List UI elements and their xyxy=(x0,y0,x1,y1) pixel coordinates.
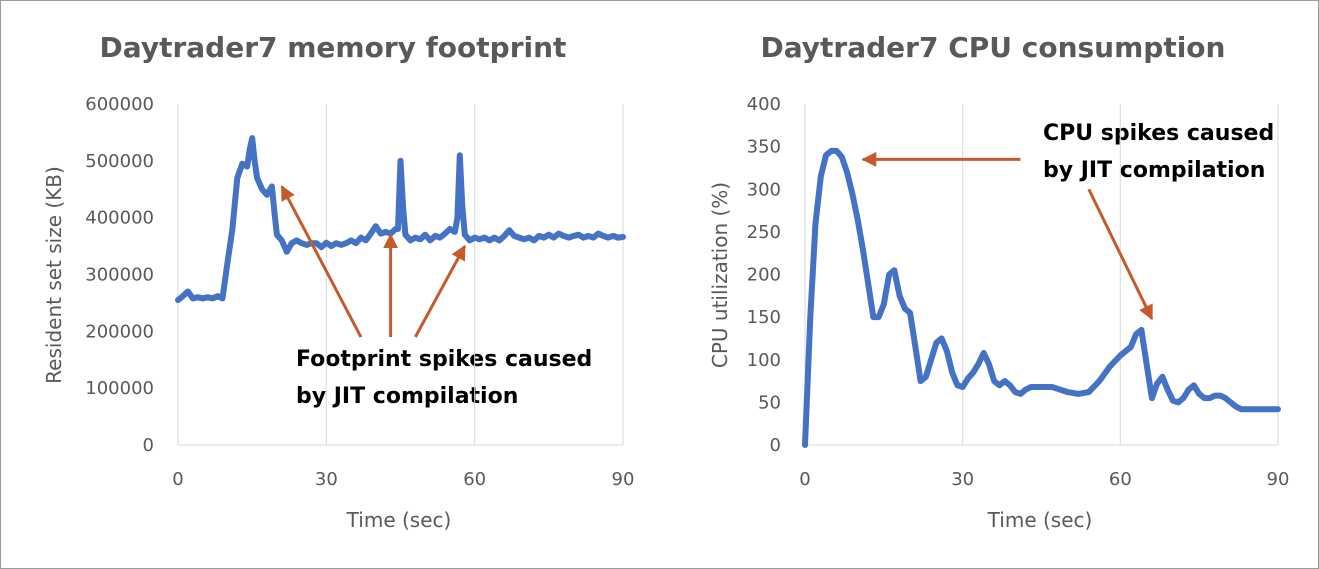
cpu-x-tick-label: 60 xyxy=(1109,469,1132,490)
memory-x-tick-label: 30 xyxy=(315,469,338,490)
memory-x-tick-label: 90 xyxy=(612,469,635,490)
cpu-annotation-arrow-1 xyxy=(1087,188,1154,321)
cpu-x-tick-label: 0 xyxy=(799,469,810,490)
memory-series-line xyxy=(175,135,626,304)
memory-chart-title: Daytrader7 memory footprint xyxy=(100,31,567,64)
cpu-y-tick-label: 250 xyxy=(747,222,781,243)
memory-y-tick-label: 400000 xyxy=(85,208,154,229)
cpu-x-tick-label: 30 xyxy=(951,469,974,490)
memory-annotation-line-1: Footprint spikes caused xyxy=(296,347,592,372)
cpu-y-tick-label: 400 xyxy=(747,94,781,115)
cpu-y-tick-label: 300 xyxy=(747,179,781,200)
cpu-annotation-line-1: CPU spikes caused xyxy=(1043,121,1274,146)
cpu-y-tick-label: 150 xyxy=(747,307,781,328)
cpu-y-tick-label: 200 xyxy=(747,265,781,286)
memory-y-tick-label: 100000 xyxy=(85,378,154,399)
memory-x-tick-label: 60 xyxy=(463,469,486,490)
cpu-x-axis-label: Time (sec) xyxy=(987,508,1093,532)
memory-x-axis-label: Time (sec) xyxy=(346,508,452,532)
memory-y-axis-label: Resident set size (KB) xyxy=(42,166,66,384)
memory-y-tick-label: 0 xyxy=(143,435,154,456)
memory-y-tick-label: 500000 xyxy=(85,151,154,172)
memory-annotation-arrow-2 xyxy=(414,244,467,338)
memory-y-tick-label: 200000 xyxy=(85,321,154,342)
memory-y-tick-label: 600000 xyxy=(85,94,154,115)
cpu-y-tick-label: 0 xyxy=(770,435,781,456)
memory-annotation-line-2: by JIT compilation xyxy=(296,384,518,409)
cpu-x-tick-label: 90 xyxy=(1267,469,1290,490)
cpu-y-tick-label: 100 xyxy=(747,350,781,371)
cpu-y-axis-label: CPU utilization (%) xyxy=(708,182,732,368)
memory-x-tick-label: 0 xyxy=(172,469,183,490)
cpu-series-line xyxy=(802,147,1281,448)
cpu-chart-title: Daytrader7 CPU consumption xyxy=(761,31,1226,64)
memory-y-tick-label: 300000 xyxy=(85,265,154,286)
cpu-annotation-line-2: by JIT compilation xyxy=(1043,158,1265,183)
cpu-y-tick-label: 350 xyxy=(747,137,781,158)
cpu-y-tick-label: 50 xyxy=(758,392,781,413)
memory-annotation-arrow-0 xyxy=(280,185,363,338)
